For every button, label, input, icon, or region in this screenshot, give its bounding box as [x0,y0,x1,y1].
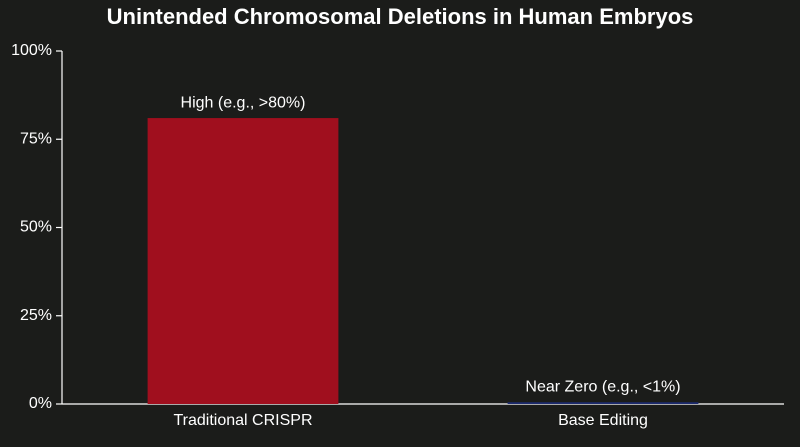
y-tick-label: 75% [20,130,52,147]
x-tick-label: Traditional CRISPR [173,412,312,429]
y-tick-label: 25% [20,307,52,324]
bar [147,118,339,404]
value-label: High (e.g., >80%) [181,94,306,111]
y-tick-label: 0% [29,395,52,412]
y-tick-label: 100% [11,42,52,59]
chart-title: Unintended Chromosomal Deletions in Huma… [107,4,694,29]
x-tick-label: Base Editing [558,412,648,429]
bar [507,402,699,404]
value-label: Near Zero (e.g., <1%) [525,378,680,395]
y-tick-label: 50% [20,219,52,236]
